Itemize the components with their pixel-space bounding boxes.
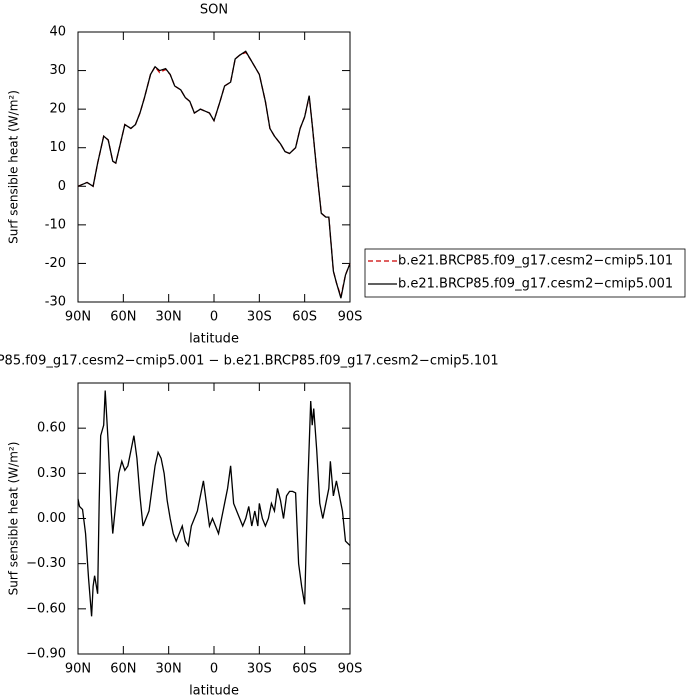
x-tick-label: 30S: [247, 662, 272, 677]
x-tick-label: 60S: [292, 310, 317, 325]
chart-title: b.e21.BRCP85.f09_g17.cesm2−cmip5.001 − b…: [0, 354, 499, 369]
data-line: [77, 390, 351, 617]
y-axis-label: Surf sensible heat (W/m²): [7, 90, 21, 244]
x-tick-label: 0: [210, 310, 218, 325]
data-line: [77, 51, 351, 299]
chart-title: SON: [200, 3, 228, 18]
legend-label: b.e21.BRCP85.f09_g17.cesm2−cmip5.101: [398, 254, 673, 269]
y-tick-label: −0.90: [26, 647, 66, 662]
y-tick-label: −0.30: [26, 556, 66, 571]
x-axis-label: latitude: [189, 332, 239, 347]
y-tick-label: 10: [49, 140, 66, 155]
y-tick-label: -10: [45, 217, 66, 232]
x-tick-label: 0: [210, 662, 218, 677]
x-tick-label: 90S: [338, 310, 363, 325]
y-tick-label: 30: [49, 63, 66, 78]
x-tick-label: 30S: [247, 310, 272, 325]
legend-label: b.e21.BRCP85.f09_g17.cesm2−cmip5.001: [398, 277, 673, 292]
x-tick-label: 30N: [156, 662, 182, 677]
plot-frame: [77, 382, 351, 655]
x-tick-label: 60S: [292, 662, 317, 677]
data-line: [77, 50, 351, 299]
plot-frame: [77, 31, 351, 303]
y-tick-label: 40: [49, 25, 66, 40]
y-tick-label: 0.60: [37, 421, 66, 436]
y-tick-label: 0.00: [37, 511, 66, 526]
y-tick-label: 20: [49, 102, 66, 117]
x-tick-label: 30N: [156, 310, 182, 325]
x-tick-label: 90S: [338, 662, 363, 677]
y-tick-label: −0.60: [26, 601, 66, 616]
y-axis-label: Surf sensible heat (W/m²): [7, 442, 21, 596]
y-tick-label: -30: [45, 295, 66, 310]
x-tick-label: 90N: [65, 662, 91, 677]
legend-box: [364, 248, 686, 298]
x-tick-label: 90N: [65, 310, 91, 325]
x-tick-label: 60N: [110, 310, 136, 325]
x-tick-label: 60N: [110, 662, 136, 677]
y-tick-label: 0.30: [37, 466, 66, 481]
y-tick-label: -20: [45, 256, 66, 271]
x-axis-label: latitude: [189, 684, 239, 699]
y-tick-label: 0: [58, 179, 66, 194]
